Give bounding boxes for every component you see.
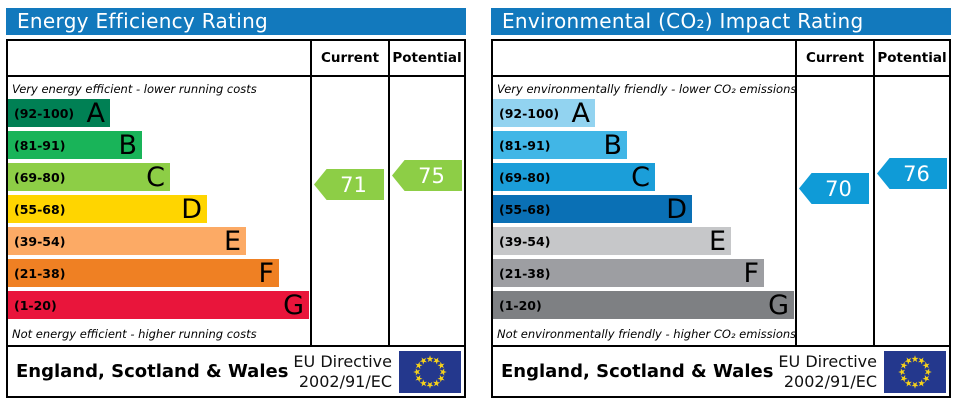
rating-bands: (92-100) A (81-91) B (69-80) C (55-68) D (39… xyxy=(8,99,309,323)
band-letter: B xyxy=(118,129,137,161)
footer: England, Scotland & Wales EU Directive 2… xyxy=(491,345,951,398)
band-range: (21-38) xyxy=(14,265,66,281)
bottom-note: Not energy efficient - higher running co… xyxy=(12,327,257,341)
band-range: (69-80) xyxy=(499,169,551,185)
band-range: (81-91) xyxy=(14,137,66,153)
band-range: (55-68) xyxy=(499,201,551,217)
energy-efficiency-panel: Energy Efficiency Rating Current Potenti… xyxy=(6,8,466,398)
band-letter: E xyxy=(223,225,241,257)
band-row-b: (81-91) B xyxy=(8,131,142,159)
region-label: England, Scotland & Wales xyxy=(16,361,289,382)
band-letter: F xyxy=(743,257,759,289)
eu-flag-icon xyxy=(399,350,461,393)
band-letter: D xyxy=(666,193,687,225)
band-range: (39-54) xyxy=(499,233,551,249)
header-divider xyxy=(493,75,949,77)
potential-rating-value: 76 xyxy=(903,161,930,186)
band-range: (1-20) xyxy=(14,297,57,313)
band-range: (81-91) xyxy=(499,137,551,153)
top-note: Very energy efficient - lower running co… xyxy=(12,82,257,96)
band-row-a: (92-100) A xyxy=(493,99,595,127)
rating-chart: Current Potential Very environmentally f… xyxy=(491,39,951,347)
band-letter: A xyxy=(86,97,105,129)
band-range: (55-68) xyxy=(14,201,66,217)
current-rating-arrow: 71 xyxy=(314,169,384,200)
band-row-d: (55-68) D xyxy=(8,195,207,223)
header-divider xyxy=(8,75,464,77)
top-note: Very environmentally friendly - lower CO… xyxy=(497,82,797,96)
footer: England, Scotland & Wales EU Directive 2… xyxy=(6,345,466,398)
band-letter: C xyxy=(146,161,165,193)
column-divider xyxy=(795,41,797,345)
panel-title: Energy Efficiency Rating xyxy=(6,8,466,35)
band-row-a: (92-100) A xyxy=(8,99,110,127)
column-divider xyxy=(388,41,390,345)
band-row-g: (1-20) G xyxy=(8,291,309,319)
band-range: (69-80) xyxy=(14,169,66,185)
rating-bands: (92-100) A (81-91) B (69-80) C (55-68) D (39… xyxy=(493,99,794,323)
band-letter: E xyxy=(708,225,726,257)
potential-column-header: Potential xyxy=(392,50,462,66)
band-letter: B xyxy=(603,129,622,161)
band-row-f: (21-38) F xyxy=(493,259,764,287)
band-range: (39-54) xyxy=(14,233,66,249)
bottom-note: Not environmentally friendly - higher CO… xyxy=(497,327,797,341)
potential-rating-arrow: 75 xyxy=(392,160,462,191)
potential-rating-value: 75 xyxy=(418,163,445,188)
band-row-c: (69-80) C xyxy=(493,163,655,191)
potential-column-header: Potential xyxy=(877,50,947,66)
band-row-c: (69-80) C xyxy=(8,163,170,191)
rating-chart: Current Potential Very energy efficient … xyxy=(6,39,466,347)
band-letter: A xyxy=(571,97,590,129)
band-letter: C xyxy=(631,161,650,193)
band-range: (92-100) xyxy=(499,105,560,121)
band-row-f: (21-38) F xyxy=(8,259,279,287)
current-column-header: Current xyxy=(805,50,865,66)
band-range: (92-100) xyxy=(14,105,75,121)
band-letter: D xyxy=(181,193,202,225)
band-letter: F xyxy=(258,257,274,289)
environmental-impact-panel: Environmental (CO₂) Impact Rating Curren… xyxy=(491,8,951,398)
band-range: (1-20) xyxy=(499,297,542,313)
band-row-g: (1-20) G xyxy=(493,291,794,319)
column-divider xyxy=(873,41,875,345)
band-row-e: (39-54) E xyxy=(8,227,246,255)
eu-directive-label: EU Directive 2002/91/EC xyxy=(293,351,392,391)
band-row-b: (81-91) B xyxy=(493,131,627,159)
current-rating-value: 71 xyxy=(340,172,367,197)
current-column-header: Current xyxy=(320,50,380,66)
region-label: England, Scotland & Wales xyxy=(501,361,774,382)
panel-title: Environmental (CO₂) Impact Rating xyxy=(491,8,951,35)
current-rating-value: 70 xyxy=(825,176,852,201)
eu-flag-icon xyxy=(884,350,946,393)
band-range: (21-38) xyxy=(499,265,551,281)
current-rating-arrow: 70 xyxy=(799,173,869,204)
band-row-d: (55-68) D xyxy=(493,195,692,223)
column-divider xyxy=(310,41,312,345)
potential-rating-arrow: 76 xyxy=(877,158,947,189)
band-letter: G xyxy=(768,289,789,321)
eu-directive-label: EU Directive 2002/91/EC xyxy=(778,351,877,391)
band-row-e: (39-54) E xyxy=(493,227,731,255)
band-letter: G xyxy=(283,289,304,321)
